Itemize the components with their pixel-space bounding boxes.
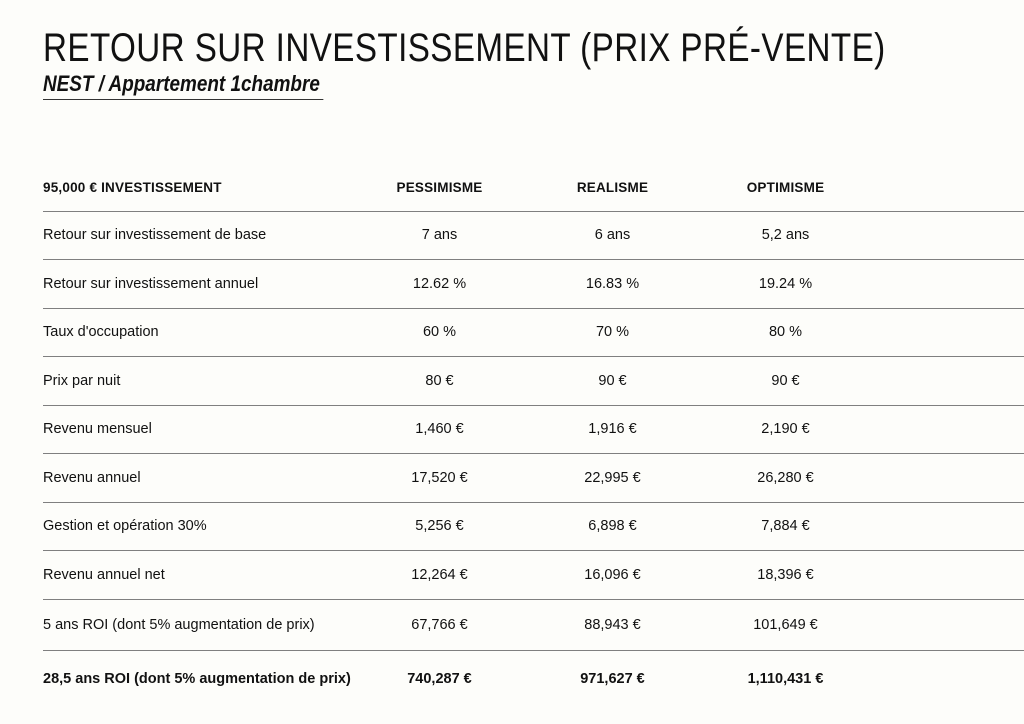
table-row: Taux d'occupation 60 % 70 % 80 % [43,308,1024,357]
row-filler [872,502,1024,551]
row-value-realisme: 88,943 € [584,616,641,633]
row-value-realisme: 22,995 € [584,469,641,486]
table-row: Prix par nuit 80 € 90 € 90 € [43,357,1024,406]
row-value-optimisme: 90 € [771,372,800,389]
row-label: 5 ans ROI (dont 5% augmentation de prix) [43,616,315,633]
table-body: Retour sur investissement de base 7 ans … [43,211,1024,708]
row-label: Prix par nuit [43,372,121,389]
table-row: 28,5 ans ROI (dont 5% augmentation de pr… [43,650,1024,708]
investment-amount-header: 95,000 € INVESTISSEMENT [43,180,222,196]
row-value-optimisme: 101,649 € [753,616,818,633]
row-value-pessimisme: 67,766 € [411,616,468,633]
row-label: Revenu annuel [43,469,141,486]
row-value-pessimisme: 12.62 % [412,275,467,292]
row-label: Revenu mensuel [43,421,152,438]
row-value-pessimisme: 1,460 € [415,421,464,438]
row-value-realisme: 6 ans [594,227,631,244]
row-value-optimisme: 26,280 € [757,469,814,486]
row-value-realisme: 16,096 € [584,566,641,583]
row-value-optimisme: 2,190 € [761,421,810,438]
row-value-optimisme: 19.24 % [758,275,813,292]
table-header-row: 95,000 € INVESTISSEMENT PESSIMISME REALI… [43,165,1024,211]
row-label: Taux d'occupation [43,324,159,341]
page-subtitle: NEST / Appartement 1chambre [43,71,324,100]
row-filler [872,454,1024,503]
row-filler [872,211,1024,260]
row-value-optimisme: 18,396 € [757,566,814,583]
row-value-optimisme: 1,110,431 € [747,671,824,688]
row-label: 28,5 ans ROI (dont 5% augmentation de pr… [43,671,351,688]
row-label: Retour sur investissement de base [43,227,267,244]
row-value-optimisme: 80 % [768,324,803,341]
table-row: Retour sur investissement annuel 12.62 %… [43,260,1024,309]
table-row: Gestion et opération 30% 5,256 € 6,898 €… [43,502,1024,551]
row-filler [872,357,1024,406]
scenario-header-realisme: REALISME [576,180,649,196]
row-value-optimisme: 5,2 ans [761,227,810,244]
row-label: Revenu annuel net [43,566,165,583]
row-value-pessimisme: 5,256 € [415,518,464,535]
row-value-realisme: 971,627 € [580,671,645,688]
row-value-optimisme: 7,884 € [761,518,810,535]
row-value-pessimisme: 7 ans [421,227,458,244]
row-value-realisme: 90 € [598,372,627,389]
row-label: Retour sur investissement annuel [43,275,259,292]
roi-table: 95,000 € INVESTISSEMENT PESSIMISME REALI… [43,165,1024,708]
table-row: 5 ans ROI (dont 5% augmentation de prix)… [43,599,1024,650]
row-value-pessimisme: 60 % [422,324,457,341]
row-value-pessimisme: 17,520 € [411,469,468,486]
scenario-header-pessimisme: PESSIMISME [396,180,483,196]
row-value-pessimisme: 80 € [425,372,454,389]
table-row: Revenu annuel 17,520 € 22,995 € 26,280 € [43,454,1024,503]
row-value-realisme: 16.83 % [585,275,640,292]
table-row: Retour sur investissement de base 7 ans … [43,211,1024,260]
page-title: RETOUR SUR INVESTISSEMENT (PRIX PRÉ-VENT… [43,26,886,70]
row-filler [872,405,1024,454]
row-value-realisme: 6,898 € [588,518,637,535]
row-filler [872,551,1024,600]
header-filler [872,165,1024,211]
row-value-realisme: 1,916 € [588,421,637,438]
row-value-realisme: 70 % [595,324,630,341]
row-filler [872,599,1024,650]
scenario-header-optimisme: OPTIMISME [746,180,825,196]
row-value-pessimisme: 740,287 € [407,671,472,688]
row-label: Gestion et opération 30% [43,518,207,535]
table-row: Revenu mensuel 1,460 € 1,916 € 2,190 € [43,405,1024,454]
table-row: Revenu annuel net 12,264 € 16,096 € 18,3… [43,551,1024,600]
row-filler [872,308,1024,357]
row-filler [872,650,1024,708]
row-value-pessimisme: 12,264 € [411,566,468,583]
row-filler [872,260,1024,309]
